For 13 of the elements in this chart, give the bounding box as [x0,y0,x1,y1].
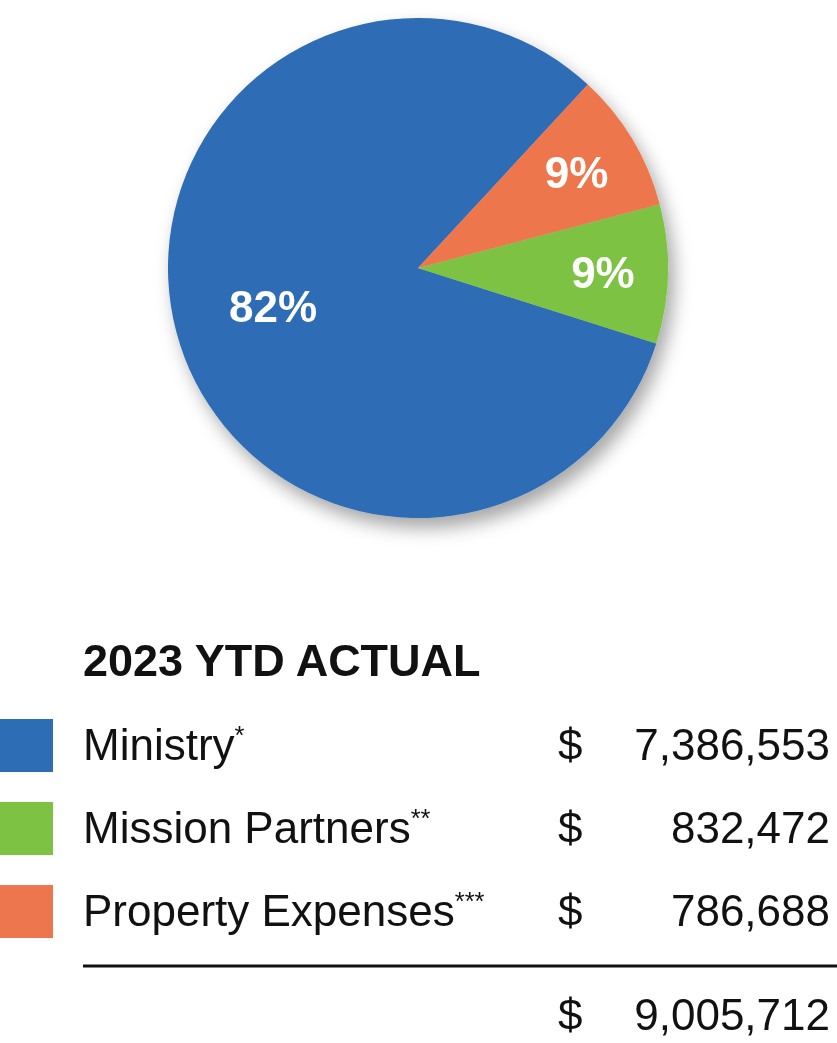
text: $ 832,472 [558,803,830,852]
data-label: 9% [571,248,635,298]
data-label: 82% [228,281,318,331]
legend-label: Ministry$^{*}$ [83,720,245,769]
legend-label: Mission Partners$^{**}$ [83,803,431,852]
legend-title: 2023 YTD ACTUAL [83,635,481,686]
text: $ 786,688 [558,886,830,935]
pie-slice [168,18,657,518]
data-label: 9% [544,148,609,198]
legend-label: Property Expenses$^{***}$ [83,886,485,935]
text: $ 9,005,712 [558,990,830,1039]
text: $ 7,386,553 [558,720,830,769]
pie-slice [418,204,668,344]
